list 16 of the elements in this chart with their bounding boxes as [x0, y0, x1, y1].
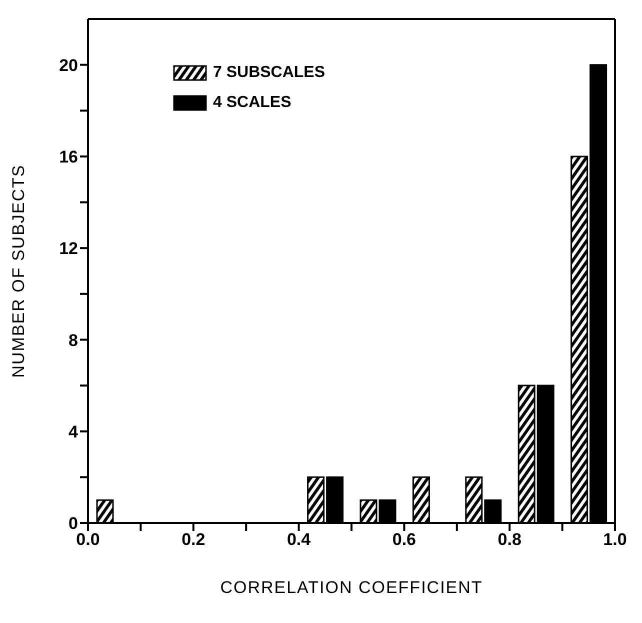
x-tick-label: 0.8 [498, 530, 522, 550]
legend-label: 4 SCALES [213, 94, 292, 112]
y-tick-label: 8 [68, 330, 78, 350]
y-tick-label: 4 [68, 422, 79, 442]
legend-label: 7 SUBSCALES [213, 64, 326, 82]
x-tick-label: 0.2 [182, 530, 206, 550]
x-tick-label: 1.0 [603, 530, 627, 550]
y-axis-title: NUMBER OF SUBJECTS [9, 164, 28, 378]
x-tick-label: 0.6 [392, 530, 416, 550]
y-tick-label: 12 [59, 239, 78, 258]
y-tick-label: 0 [68, 514, 78, 534]
x-axis-title: CORRELATION COEFFICIENT [220, 578, 483, 597]
x-tick-label: 0.4 [286, 530, 312, 550]
y-tick-label: 16 [59, 147, 78, 166]
y-tick-label: 20 [59, 56, 78, 75]
x-tick-label: 0.0 [76, 530, 100, 550]
